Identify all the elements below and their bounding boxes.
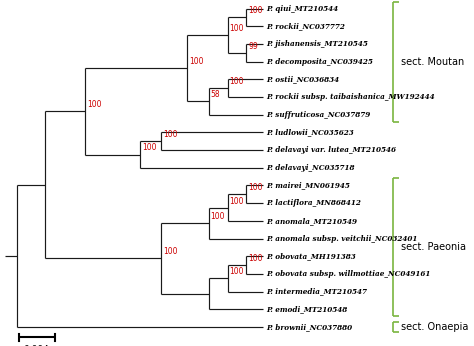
Text: 100: 100: [248, 254, 263, 263]
Text: 0.004: 0.004: [24, 345, 50, 346]
Text: P. suffruticosa_NC037879: P. suffruticosa_NC037879: [266, 111, 370, 119]
Text: P. anomala subsp. veitchii_NC032401: P. anomala subsp. veitchii_NC032401: [266, 235, 417, 243]
Text: P. intermedia_MT210547: P. intermedia_MT210547: [266, 288, 367, 295]
Text: 100: 100: [229, 24, 244, 33]
Text: P. delavayi_NC035718: P. delavayi_NC035718: [266, 164, 355, 172]
Text: sect. Paeonia: sect. Paeonia: [401, 243, 465, 252]
Text: P. delavayi var. lutea_MT210546: P. delavayi var. lutea_MT210546: [266, 146, 396, 154]
Text: P. rockii subsp. taibaishanica_MW192444: P. rockii subsp. taibaishanica_MW192444: [266, 93, 435, 101]
Text: 100: 100: [163, 130, 178, 139]
Text: 100: 100: [248, 7, 263, 16]
Text: P. ostii_NC036834: P. ostii_NC036834: [266, 75, 339, 83]
Text: P. mairei_MN061945: P. mairei_MN061945: [266, 182, 350, 190]
Text: P. ludlowii_NC035623: P. ludlowii_NC035623: [266, 128, 354, 136]
Text: 100: 100: [163, 247, 178, 256]
Text: sect. Onaepia: sect. Onaepia: [401, 322, 468, 332]
Text: 100: 100: [229, 77, 244, 86]
Text: P. obovata_MH191383: P. obovata_MH191383: [266, 252, 356, 260]
Text: 100: 100: [229, 267, 244, 276]
Text: 99: 99: [248, 42, 258, 51]
Text: 100: 100: [189, 57, 204, 66]
Text: 100: 100: [210, 212, 225, 221]
Text: 100: 100: [229, 197, 244, 206]
Text: P. jishanensis_MT210545: P. jishanensis_MT210545: [266, 40, 368, 48]
Text: P. emodi_MT210548: P. emodi_MT210548: [266, 305, 347, 313]
Text: P. obovata subsp. willmottiae_NC049161: P. obovata subsp. willmottiae_NC049161: [266, 270, 430, 278]
Text: P. anomala_MT210549: P. anomala_MT210549: [266, 217, 357, 225]
Text: P. rockii_NC037772: P. rockii_NC037772: [266, 22, 345, 30]
Text: 100: 100: [142, 144, 156, 153]
Text: 100: 100: [248, 183, 263, 192]
Text: P. decomposita_NC039425: P. decomposita_NC039425: [266, 58, 373, 66]
Text: sect. Moutan: sect. Moutan: [401, 57, 464, 67]
Text: 100: 100: [87, 100, 102, 109]
Text: P. lactiflora_MN868412: P. lactiflora_MN868412: [266, 199, 361, 207]
Text: P. qiui_MT210544: P. qiui_MT210544: [266, 4, 338, 13]
Text: 58: 58: [210, 90, 220, 99]
Text: P. brownii_NC037880: P. brownii_NC037880: [266, 323, 352, 331]
